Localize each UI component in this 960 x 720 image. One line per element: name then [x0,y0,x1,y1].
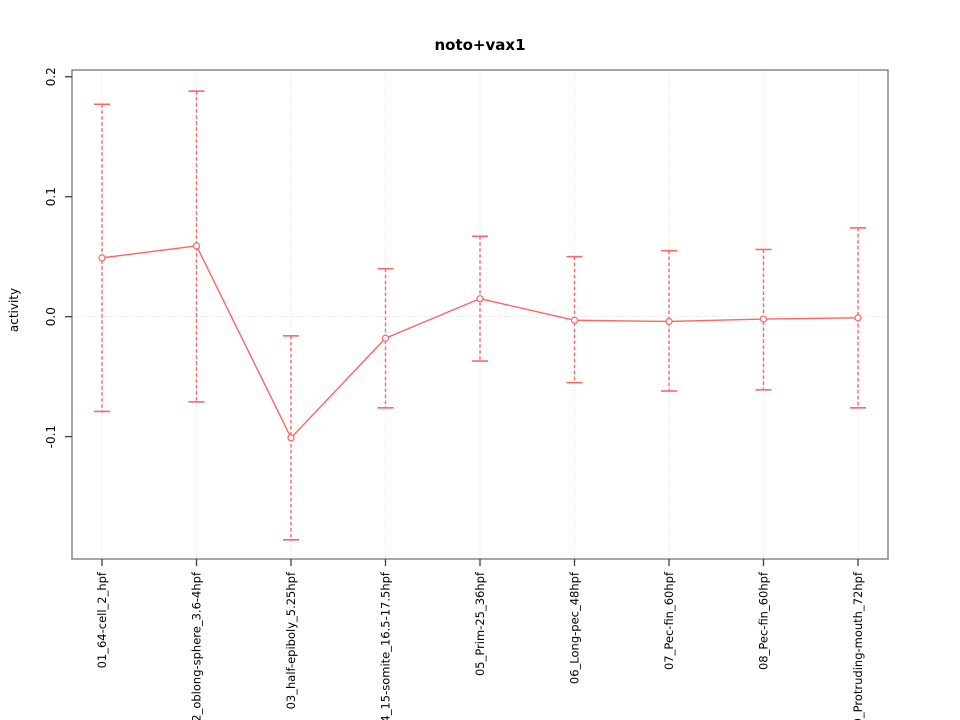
data-point [665,317,673,326]
x-tick-label: 02_oblong-sphere_3.6-4hpf [190,571,204,720]
x-tick-label: 08_Pec-fin_60hpf [757,571,771,670]
data-point [192,242,201,250]
data-point [98,254,106,262]
chart-title: noto+vax1 [434,36,526,54]
y-tick-label: 0.0 [44,307,58,326]
data-point [287,434,295,442]
x-tick-label: 03_half-epiboly_5.25hpf [284,571,298,709]
data-point [854,314,862,322]
data-point [476,295,484,303]
y-tick-label: 0.2 [44,67,58,86]
data-point [381,334,390,342]
data-point [570,316,579,324]
x-tick-label: 07_Pec-fin_60hpf [662,571,676,670]
y-tick-label: 0.1 [44,187,58,206]
y-tick-label: -0.1 [44,425,58,448]
x-tick-label: 06_Long-pec_48hpf [568,571,582,684]
data-point [759,315,768,323]
x-tick-label: 04_15-somite_16.5-17.5hpf [379,571,393,720]
x-tick-label: 05_Prim-25_36hpf [473,571,487,676]
x-tick-label: 01_64-cell_2_hpf [95,571,109,668]
x-tick-label: 09_Protruding-mouth_72hpf [851,571,865,720]
